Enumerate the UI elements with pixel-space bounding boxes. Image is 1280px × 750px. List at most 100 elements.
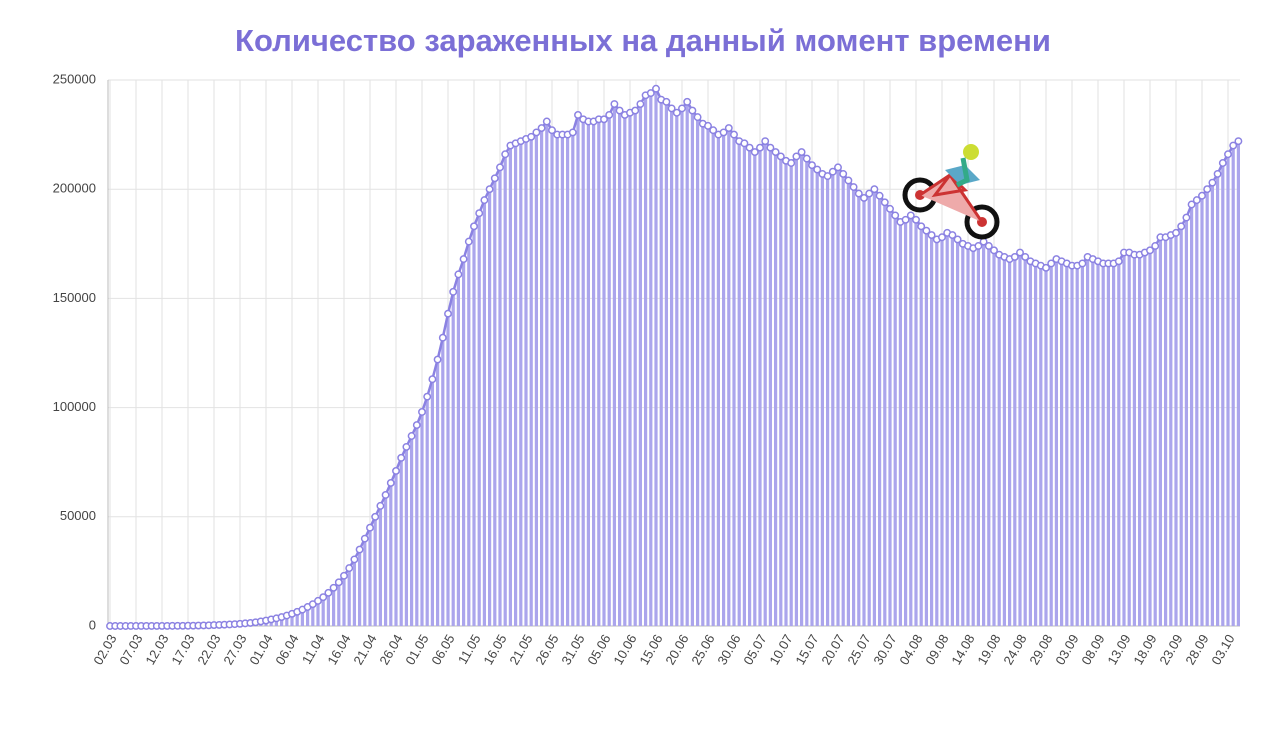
- bar: [1205, 189, 1209, 626]
- bar: [670, 108, 674, 627]
- bar: [467, 241, 471, 626]
- bar: [1221, 162, 1225, 626]
- bar: [623, 114, 627, 626]
- bar: [940, 237, 944, 627]
- point-marker: [953, 235, 962, 244]
- bar: [815, 169, 819, 626]
- bar: [472, 226, 476, 626]
- x-tick-label: 25.07: [844, 632, 873, 668]
- x-tick-label: 09.08: [922, 632, 951, 668]
- point-marker: [984, 242, 993, 250]
- bar: [982, 241, 986, 626]
- bar: [456, 274, 460, 626]
- bar: [857, 193, 861, 626]
- x-tick-label: 20.06: [662, 632, 691, 668]
- chart-title: Количество зараженных на данный момент в…: [235, 23, 1051, 58]
- point-marker: [366, 523, 374, 532]
- bar: [337, 582, 341, 626]
- point-marker: [1146, 246, 1154, 255]
- bar: [826, 176, 830, 626]
- bar: [1096, 261, 1100, 626]
- point-marker: [745, 143, 754, 152]
- y-tick-label: 100000: [53, 399, 96, 414]
- point-marker: [402, 442, 411, 451]
- x-tick-label: 25.06: [688, 632, 717, 668]
- x-tick-label: 16.04: [324, 632, 353, 668]
- bar: [384, 494, 388, 626]
- bar: [602, 119, 606, 626]
- x-tick-label: 02.03: [90, 632, 119, 668]
- point-marker: [761, 137, 770, 146]
- bar: [451, 291, 455, 626]
- bar: [462, 259, 466, 626]
- bar: [784, 160, 788, 627]
- bar: [794, 156, 798, 626]
- x-tick-label: 05.06: [584, 632, 613, 668]
- bar: [560, 134, 564, 626]
- bar: [436, 359, 440, 626]
- point-marker: [906, 211, 915, 220]
- bar: [664, 101, 668, 627]
- bar: [1008, 259, 1012, 626]
- x-tick-label: 21.05: [506, 632, 535, 668]
- bar: [607, 114, 611, 626]
- point-marker: [454, 270, 463, 279]
- point-marker: [688, 106, 697, 115]
- point-marker: [1114, 257, 1123, 266]
- bar: [1054, 259, 1058, 626]
- point-marker: [740, 139, 749, 148]
- y-tick-label: 200000: [53, 181, 96, 196]
- point-marker: [1172, 228, 1180, 237]
- bar: [742, 143, 746, 626]
- bar: [446, 313, 450, 626]
- point-marker: [1203, 185, 1212, 194]
- bar: [732, 134, 736, 626]
- bar: [1034, 263, 1038, 626]
- point-marker: [787, 159, 796, 167]
- point-marker: [496, 163, 504, 172]
- x-tick-label: 30.06: [714, 632, 743, 668]
- point-marker: [1151, 242, 1160, 250]
- x-tick-label: 26.04: [376, 632, 405, 668]
- bar: [404, 446, 408, 626]
- point-marker: [834, 163, 842, 172]
- bar: [1127, 252, 1131, 626]
- point-marker: [334, 578, 343, 587]
- point-marker: [1078, 259, 1087, 268]
- bar: [1013, 256, 1017, 626]
- bar: [1002, 256, 1006, 626]
- point-marker: [912, 215, 920, 224]
- point-marker: [1187, 200, 1196, 209]
- point-marker: [1177, 222, 1186, 231]
- bar: [992, 250, 996, 627]
- point-marker: [766, 143, 775, 152]
- point-marker: [849, 183, 858, 191]
- point-marker: [724, 124, 733, 132]
- bar: [529, 136, 533, 626]
- x-tick-label: 01.04: [246, 632, 275, 668]
- bar: [586, 121, 590, 626]
- x-tick-label: 12.03: [142, 632, 171, 668]
- bar: [737, 141, 741, 627]
- point-marker: [813, 165, 822, 174]
- point-marker: [797, 148, 806, 157]
- point-marker: [615, 106, 624, 115]
- bar: [716, 134, 720, 626]
- bar: [1039, 265, 1043, 626]
- bar: [644, 95, 648, 626]
- bar: [909, 215, 913, 626]
- x-tick-label: 10.06: [610, 632, 639, 668]
- bar: [321, 597, 325, 626]
- bar: [618, 110, 622, 627]
- bar: [654, 88, 658, 626]
- bar: [1138, 254, 1142, 626]
- bar: [1195, 200, 1199, 626]
- bar: [503, 154, 507, 627]
- bar: [571, 132, 575, 626]
- point-marker: [709, 126, 718, 135]
- bar: [498, 167, 502, 627]
- point-marker: [974, 242, 983, 250]
- bar: [997, 254, 1001, 626]
- point-marker: [667, 104, 676, 113]
- bar: [1174, 232, 1178, 626]
